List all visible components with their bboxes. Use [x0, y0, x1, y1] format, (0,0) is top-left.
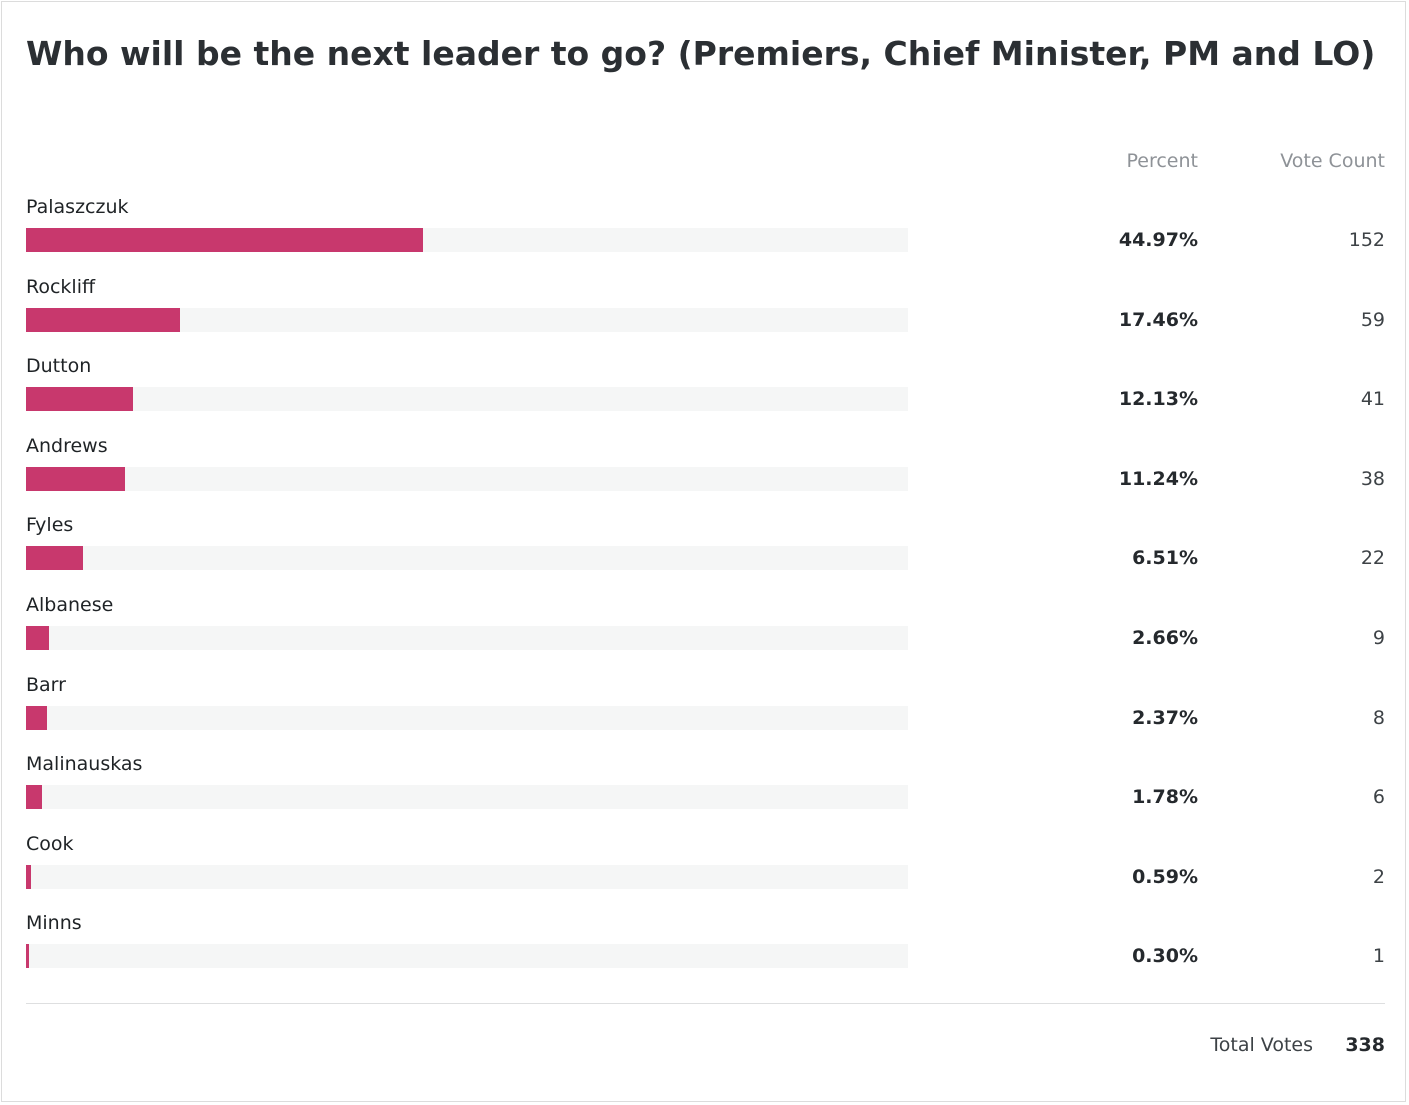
- vote-count-label: 8: [1372, 707, 1385, 729]
- vote-count-label: 38: [1360, 468, 1385, 490]
- divider: [26, 1003, 1385, 1004]
- bar: [26, 865, 31, 889]
- total-votes-value: 338: [1345, 1034, 1385, 1056]
- percent-label: 2.66%: [1132, 627, 1198, 649]
- bar-track: [26, 228, 908, 252]
- percent-label: 11.24%: [1118, 468, 1198, 490]
- poll-results-list: Palaszczuk 44.97% 152 Rockliff 17.46% 59 Dutto…: [0, 195, 1409, 991]
- poll-option-row: Palaszczuk 44.97% 152: [0, 195, 1409, 275]
- percent-label: 0.59%: [1132, 866, 1198, 888]
- bar: [26, 228, 423, 252]
- percent-label: 44.97%: [1118, 229, 1198, 251]
- option-label: Rockliff: [26, 276, 96, 298]
- vote-count-label: 22: [1360, 547, 1385, 569]
- bar-track: [26, 706, 908, 730]
- bar-track: [26, 944, 908, 968]
- vote-count-label: 41: [1360, 388, 1385, 410]
- percent-column-header: Percent: [1126, 150, 1199, 172]
- bar-track: [26, 387, 908, 411]
- bar-track: [26, 467, 908, 491]
- vote-count-label: 6: [1372, 786, 1385, 808]
- poll-option-row: Andrews 11.24% 38: [0, 434, 1409, 514]
- percent-label: 0.30%: [1132, 945, 1198, 967]
- percent-label: 2.37%: [1132, 707, 1198, 729]
- percent-label: 12.13%: [1118, 388, 1198, 410]
- vote-count-column-header: Vote Count: [1280, 150, 1385, 172]
- poll-option-row: Cook 0.59% 2: [0, 832, 1409, 912]
- bar: [26, 387, 133, 411]
- bar-track: [26, 308, 908, 332]
- poll-option-row: Fyles 6.51% 22: [0, 513, 1409, 593]
- poll-option-row: Barr 2.37% 8: [0, 673, 1409, 753]
- option-label: Palaszczuk: [26, 196, 129, 218]
- bar-track: [26, 626, 908, 650]
- bar: [26, 706, 47, 730]
- bar: [26, 308, 180, 332]
- poll-option-row: Minns 0.30% 1: [0, 911, 1409, 991]
- option-label: Cook: [26, 833, 74, 855]
- option-label: Andrews: [26, 435, 108, 457]
- option-label: Minns: [26, 912, 82, 934]
- total-votes-label: Total Votes: [1210, 1034, 1313, 1056]
- bar: [26, 546, 83, 570]
- option-label: Fyles: [26, 514, 74, 536]
- option-label: Malinauskas: [26, 753, 143, 775]
- poll-option-row: Albanese 2.66% 9: [0, 593, 1409, 673]
- bar-track: [26, 865, 908, 889]
- vote-count-label: 2: [1372, 866, 1385, 888]
- percent-label: 1.78%: [1132, 786, 1198, 808]
- percent-label: 17.46%: [1118, 309, 1198, 331]
- poll-option-row: Dutton 12.13% 41: [0, 354, 1409, 434]
- bar-track: [26, 546, 908, 570]
- bar: [26, 785, 42, 809]
- option-label: Barr: [26, 674, 66, 696]
- bar: [26, 944, 29, 968]
- poll-title: Who will be the next leader to go? (Prem…: [26, 34, 1376, 73]
- option-label: Dutton: [26, 355, 92, 377]
- vote-count-label: 1: [1372, 945, 1385, 967]
- vote-count-label: 152: [1348, 229, 1385, 251]
- bar: [26, 626, 49, 650]
- poll-option-row: Rockliff 17.46% 59: [0, 275, 1409, 355]
- vote-count-label: 9: [1372, 627, 1385, 649]
- bar-track: [26, 785, 908, 809]
- bar: [26, 467, 125, 491]
- option-label: Albanese: [26, 594, 114, 616]
- percent-label: 6.51%: [1132, 547, 1198, 569]
- poll-option-row: Malinauskas 1.78% 6: [0, 752, 1409, 832]
- vote-count-label: 59: [1360, 309, 1385, 331]
